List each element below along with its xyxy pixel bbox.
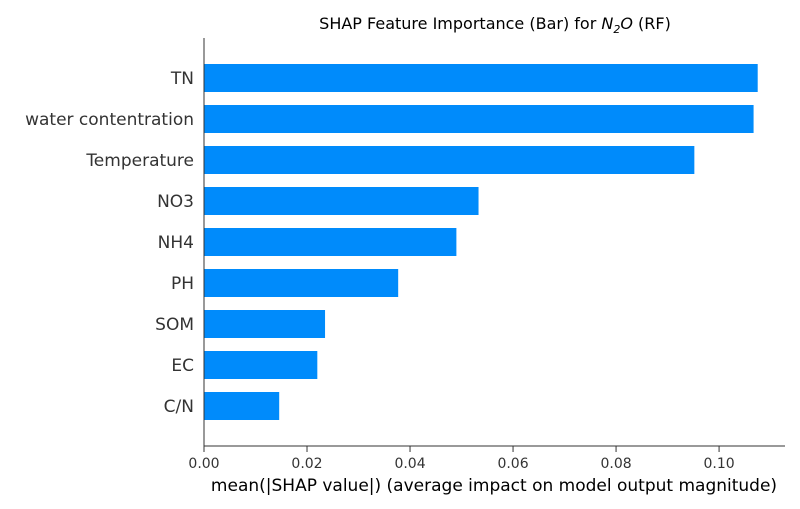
formula-tail: O xyxy=(620,14,633,33)
x-tick-label: 0.04 xyxy=(394,456,425,472)
x-tick-label: 0.10 xyxy=(703,456,734,472)
bar-3 xyxy=(204,187,479,215)
x-ticks: 0.00 0.02 0.04 0.06 0.08 0.10 xyxy=(188,446,735,472)
category-label: EC xyxy=(171,356,194,376)
bar-0 xyxy=(204,64,758,92)
bar-7 xyxy=(204,351,318,379)
bar-4 xyxy=(204,228,457,256)
formula-sub: 2 xyxy=(613,23,620,36)
bar-8 xyxy=(204,392,280,420)
category-labels: TN water contentration Temperature NO3 NH4 PH… xyxy=(25,69,194,417)
x-tick-label: 0.08 xyxy=(600,456,631,472)
bar-6 xyxy=(204,310,326,338)
x-tick-label: 0.00 xyxy=(188,456,219,472)
bar-2 xyxy=(204,146,695,174)
category-label: C/N xyxy=(164,397,194,417)
formula-base: N xyxy=(601,14,613,33)
category-label: NH4 xyxy=(158,233,194,253)
category-label: TN xyxy=(170,69,194,89)
bar-5 xyxy=(204,269,399,297)
bar-1 xyxy=(204,105,754,133)
x-axis-label: mean(|SHAP value|) (average impact on mo… xyxy=(211,476,777,496)
category-label: water contentration xyxy=(25,110,194,130)
category-label: NO3 xyxy=(157,192,194,212)
category-label: PH xyxy=(171,274,194,294)
category-label: Temperature xyxy=(85,151,194,171)
x-tick-label: 0.02 xyxy=(291,456,322,472)
chart-title: SHAP Feature Importance (Bar) for N2O (R… xyxy=(319,14,671,36)
x-tick-label: 0.06 xyxy=(497,456,528,472)
category-label: SOM xyxy=(155,315,194,335)
bars-group xyxy=(204,64,758,420)
